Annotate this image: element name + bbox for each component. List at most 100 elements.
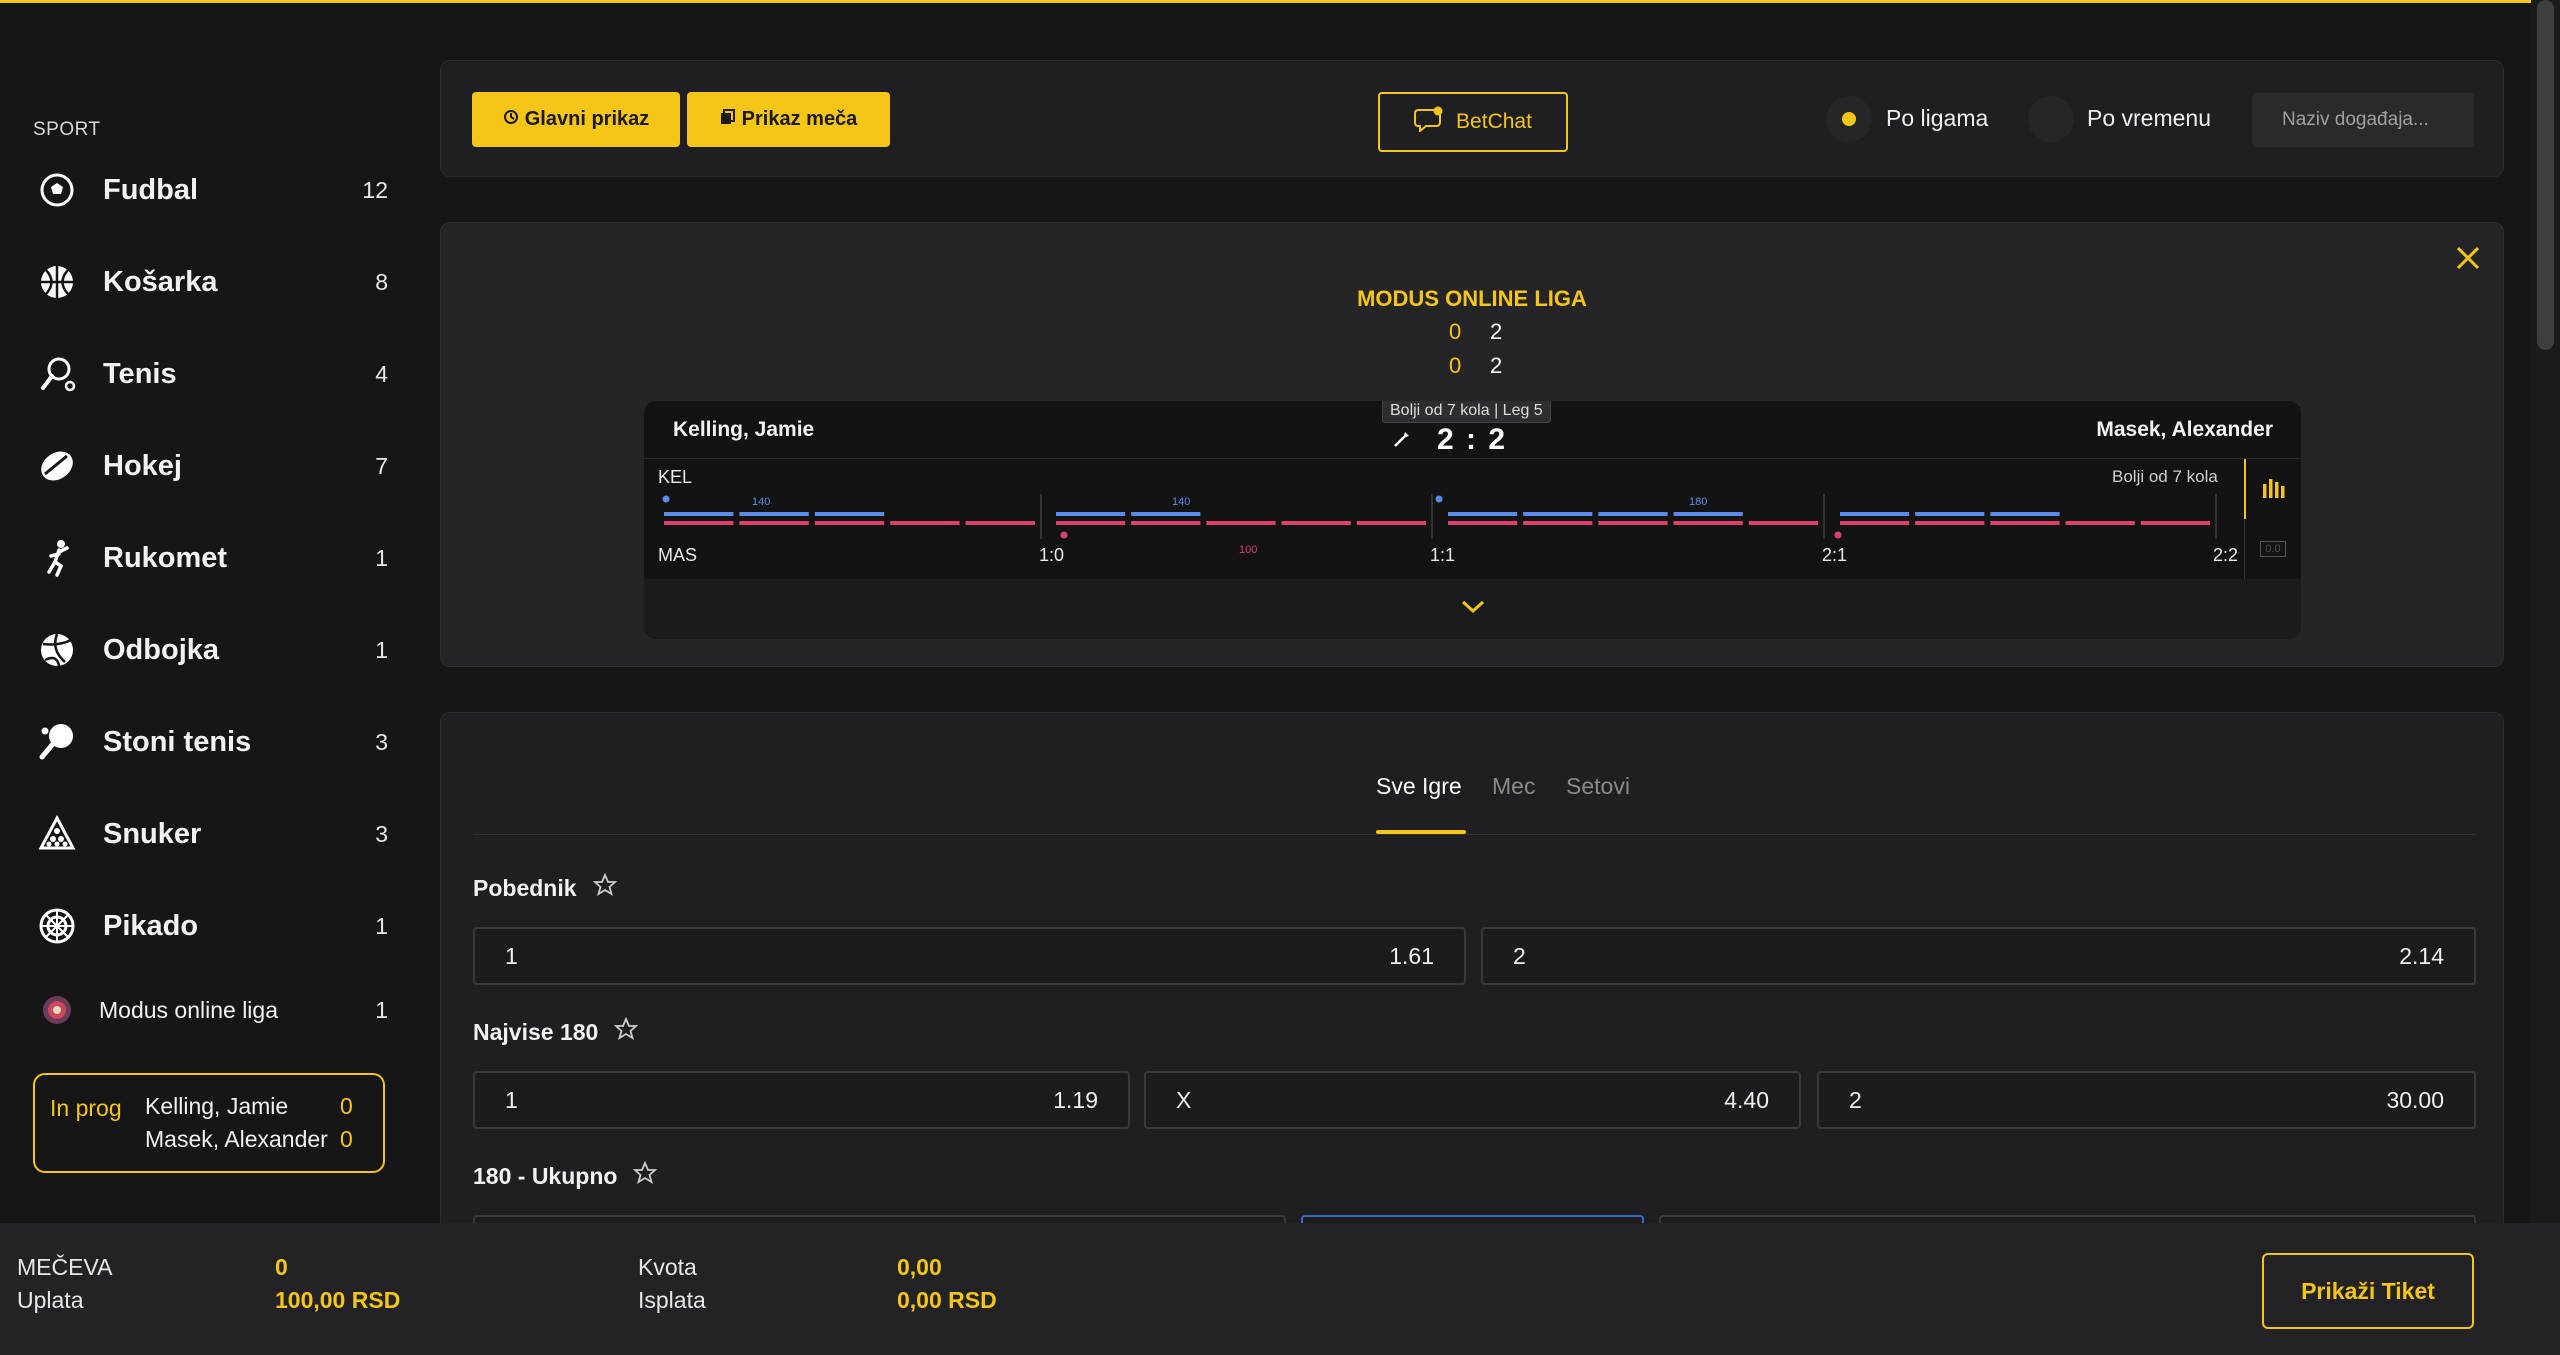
close-icon[interactable]	[2453, 243, 2483, 273]
match-tracker-card: MODUS ONLINE LIGA 0 2 0 2 Kelling, Jamie…	[440, 222, 2504, 667]
sidebar-item-count: 7	[375, 452, 388, 479]
sidebar-item-modus-online-liga[interactable]: Modus online liga 1	[33, 980, 388, 1040]
sidebar-item-label: Tenis	[103, 357, 177, 390]
scoreboard-icon: 0.0	[2260, 541, 2286, 557]
sidebar-item-rukomet[interactable]: Rukomet 1	[33, 528, 388, 588]
by-time-radio[interactable]	[2028, 96, 2074, 142]
market-title-label: Pobednik	[473, 874, 577, 901]
matches-value: 0	[275, 1254, 288, 1280]
sidebar-item-snuker[interactable]: Snuker 3	[33, 804, 388, 864]
sidebar-item-label: Košarka	[103, 265, 218, 298]
dart-icon	[1392, 429, 1412, 454]
show-ticket-button[interactable]: Prikaži Tiket	[2262, 1253, 2474, 1329]
odd-button-winner-1[interactable]: 1 1.61	[473, 927, 1466, 985]
by-league-label[interactable]: Po ligama	[1886, 105, 1989, 131]
expand-tracker-button[interactable]	[644, 579, 2301, 639]
sidebar-item-hokej[interactable]: Hokej 7	[33, 436, 388, 496]
market-title-180-total: 180 - Ukupno	[473, 1160, 658, 1191]
market-title-label: 180 - Ukupno	[473, 1162, 618, 1189]
home-leg-bar	[1523, 512, 1593, 516]
away-leg-bar	[1448, 521, 1518, 525]
player-away-name: Masek, Alexander	[2096, 418, 2273, 441]
sidebar-item-stoni-tenis[interactable]: Stoni tenis 3	[33, 712, 388, 772]
betchat-label: BetChat	[1456, 110, 1532, 133]
odds-label: Kvota	[638, 1254, 697, 1280]
home-leg-bar	[1915, 512, 1985, 516]
home-score-marker: 140	[752, 496, 771, 508]
star-icon[interactable]	[592, 872, 617, 903]
bar-chart-icon	[2262, 476, 2286, 503]
star-icon[interactable]	[614, 1016, 639, 1047]
odd-button-most180-1[interactable]: 1 1.19	[473, 1071, 1130, 1129]
stats-toggle-button[interactable]	[2244, 459, 2301, 519]
main-view-button[interactable]: Glavni prikaz	[472, 92, 680, 147]
home-leg-bar	[1673, 512, 1743, 516]
main-view-label: Glavni prikaz	[524, 108, 650, 130]
sidebar-item-tenis[interactable]: Tenis 4	[33, 344, 388, 404]
away-leg-bar	[1673, 521, 1743, 525]
odd-button-winner-2[interactable]: 2 2.14	[1481, 927, 2476, 985]
match-view-button[interactable]: Prikaz meča	[687, 92, 890, 147]
payout-label: Isplata	[638, 1287, 706, 1313]
sidebar-item-label: Pikado	[103, 909, 199, 942]
sidebar-item-pikado[interactable]: Pikado 1	[33, 896, 388, 956]
sidebar-item-fudbal[interactable]: Fudbal 12	[33, 160, 388, 220]
away-leg-bar	[1915, 521, 1985, 525]
sidebar-item-label: Modus online liga	[99, 996, 279, 1023]
throw-start-dot	[1060, 531, 1068, 539]
away-leg-bar	[739, 521, 809, 525]
in-progress-tag: In prog	[50, 1095, 122, 1121]
odd-outcome: 1	[505, 942, 518, 969]
in-progress-player-away: Masek, Alexander	[145, 1126, 328, 1152]
home-leg-bar	[814, 512, 885, 516]
away-leg-bar	[965, 521, 1035, 525]
match-tracker: Kelling, Jamie Bolji od 7 kola | Leg 5 2…	[644, 401, 2301, 639]
format-label: Bolji od 7 kola	[2112, 467, 2218, 486]
home-leg-bar	[664, 512, 734, 516]
page-scrollbar[interactable]	[2531, 0, 2560, 1230]
home-score-marker: 180	[1689, 496, 1708, 508]
sidebar-item-kosarka[interactable]: Košarka 8	[33, 252, 388, 312]
market-tabs: Sve Igre Mec Setovi	[473, 713, 2476, 835]
home-leg-bar	[1056, 512, 1126, 516]
radio-selected-dot	[1842, 112, 1856, 126]
odd-value: 2.14	[2399, 942, 2444, 969]
event-search-input[interactable]	[2252, 93, 2474, 147]
leg-score-marker: 1:0	[1039, 545, 1065, 565]
tab-setovi[interactable]: Setovi	[1566, 773, 1630, 799]
in-progress-match-card[interactable]: In prog Kelling, Jamie 0 Masek, Alexande…	[33, 1073, 385, 1173]
sport-heading: SPORT	[33, 119, 101, 140]
basketball-icon	[33, 258, 81, 306]
away-leg-bar	[1748, 521, 1818, 525]
scrollbar-thumb[interactable]	[2537, 0, 2554, 350]
scoreboard-toggle-button[interactable]: 0.0	[2244, 519, 2301, 579]
tab-sve-igre[interactable]: Sve Igre	[1376, 773, 1462, 799]
by-time-label[interactable]: Po vremenu	[2087, 105, 2212, 131]
sidebar-item-count: 12	[362, 176, 388, 203]
snooker-icon	[33, 810, 81, 858]
odd-value: 1.61	[1389, 942, 1434, 969]
market-title-label: Najvise 180	[473, 1018, 599, 1045]
market-title-most-180: Najvise 180	[473, 1016, 639, 1047]
betchat-button[interactable]: BetChat	[1378, 92, 1568, 152]
sidebar-item-count: 8	[375, 268, 388, 295]
tab-mec[interactable]: Mec	[1492, 773, 1536, 799]
table-tennis-icon	[33, 718, 81, 766]
sidebar: SPORT Fudbal 12 Košarka 8 Tenis 4 Hokej …	[0, 0, 410, 1220]
by-league-radio[interactable]	[1826, 96, 1872, 142]
odd-value: 30.00	[2386, 1086, 2444, 1113]
set-score-home: 0	[1449, 319, 1462, 344]
odd-button-most180-2[interactable]: 2 30.00	[1817, 1071, 2476, 1129]
market-title-winner: Pobednik	[473, 872, 617, 903]
odd-button-most180-x[interactable]: X 4.40	[1144, 1071, 1801, 1129]
in-progress-score-away: 0	[340, 1126, 353, 1152]
sidebar-item-count: 4	[375, 360, 388, 387]
leg-score-marker: 1:1	[1430, 545, 1456, 565]
sidebar-item-odbojka[interactable]: Odbojka 1	[33, 620, 388, 680]
away-leg-bar	[1840, 521, 1910, 525]
away-abbr: MAS	[658, 545, 698, 565]
odd-value: 4.40	[1724, 1086, 1769, 1113]
star-icon[interactable]	[633, 1160, 658, 1191]
match-score: 2 : 2	[1437, 423, 1508, 456]
league-logo-icon	[33, 986, 81, 1034]
